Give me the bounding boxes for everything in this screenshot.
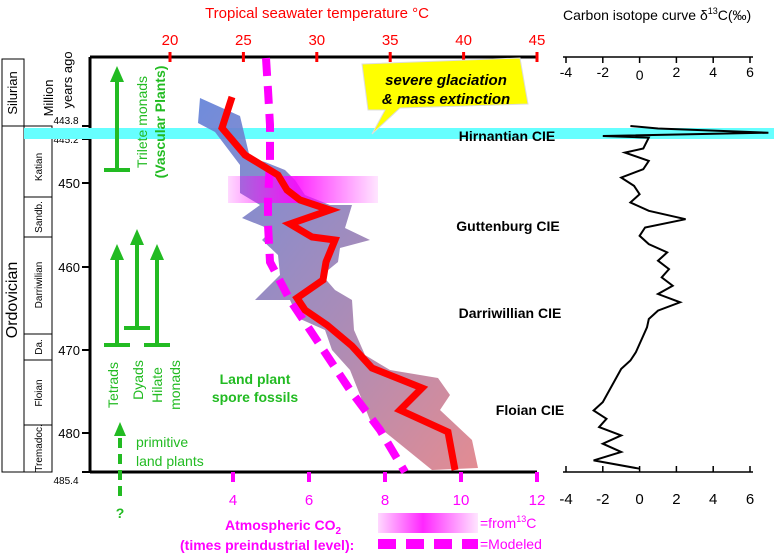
cie-hirnantian: Hirnantian CIE bbox=[459, 128, 555, 144]
carbon-bottom-tick-label: 6 bbox=[746, 491, 754, 508]
temperature-tick-label: 45 bbox=[529, 32, 546, 49]
co2-tick-label: 8 bbox=[381, 492, 389, 509]
legend-from13c-tail: C bbox=[526, 515, 536, 531]
cie-floian: Floian CIE bbox=[496, 402, 564, 418]
svg-text:=from13C: =from13C bbox=[480, 514, 536, 531]
co2-axis: 4 6 8 10 12 bbox=[229, 472, 546, 509]
spore-question: ? bbox=[116, 505, 125, 521]
callout-line1: severe glaciation bbox=[385, 72, 507, 89]
cie-darriwillian: Darriwillian CIE bbox=[459, 305, 562, 321]
spore-trilete-line2: (Vascular Plants) bbox=[152, 66, 168, 179]
temperature-line bbox=[218, 95, 459, 471]
spore-primitive-line1: primitive bbox=[136, 434, 188, 450]
temperature-tick-label: 30 bbox=[308, 32, 325, 49]
carbon-isotope-panel: Carbon isotope curve δ13C(‰) -4 -2 0 2 4 6 -4 -… bbox=[559, 6, 769, 508]
carbon-top-tick-label: 4 bbox=[709, 64, 717, 80]
carbon-title-sup: 13 bbox=[708, 6, 718, 16]
temperature-axis: Tropical seawater temperature °C 20 25 30 3… bbox=[162, 5, 546, 62]
period-silurian: Silurian bbox=[5, 71, 20, 114]
svg-text:Carbon isotope curve δ13C(‰): Carbon isotope curve δ13C(‰) bbox=[563, 6, 751, 23]
carbon-isotope-curve bbox=[591, 125, 769, 470]
spore-trilete-line1: Trilete monads bbox=[134, 76, 150, 168]
co2-tick-label: 10 bbox=[453, 492, 470, 509]
stage-darriwilian: Darriwilian bbox=[34, 262, 45, 309]
co2-tick-label: 12 bbox=[529, 492, 546, 509]
spore-tetrads: Tetrads bbox=[105, 362, 121, 408]
stage-floian: Floian bbox=[34, 379, 45, 406]
time-tick-label: 480 bbox=[58, 426, 80, 441]
stage-sandb: Sandb. bbox=[34, 201, 45, 233]
spore-land-line1: Land plant bbox=[220, 371, 291, 387]
time-tick-label: 443.8 bbox=[53, 116, 78, 127]
time-tick-label: 445.2 bbox=[53, 135, 78, 146]
time-axis-title-line1: Million bbox=[41, 80, 56, 117]
legend-from13c-swatch bbox=[378, 513, 478, 533]
spore-dyads: Dyads bbox=[130, 360, 146, 400]
carbon-bottom-tick-label: 0 bbox=[635, 491, 643, 508]
spore-fossils bbox=[104, 66, 170, 500]
stage-katian: Katian bbox=[34, 153, 45, 181]
stage-da: Da. bbox=[34, 339, 45, 355]
spore-primitive-line2: land plants bbox=[136, 453, 204, 469]
time-tick-label: 460 bbox=[58, 260, 80, 275]
legend-from13c: =from bbox=[480, 515, 516, 531]
legend-modeled: =Modeled bbox=[480, 536, 542, 552]
time-tick-label: 450 bbox=[58, 176, 80, 191]
stage-column bbox=[23, 125, 53, 473]
spore-hilate-line1: Hilate bbox=[149, 367, 165, 403]
carbon-top-tick-label: -2 bbox=[597, 64, 610, 80]
carbon-bottom-tick-label: 2 bbox=[672, 491, 680, 508]
carbon-title-tail: C(‰) bbox=[718, 7, 751, 23]
co2-legend-line2: (times preindustrial level): bbox=[180, 537, 354, 553]
time-axis: Million years ago 443.8 445.2 450 460 470 480… bbox=[1, 51, 90, 487]
co2-legend-sub: 2 bbox=[335, 526, 341, 537]
time-tick-label: 485.4 bbox=[53, 476, 78, 487]
period-ordovician: Ordovician bbox=[4, 262, 21, 338]
time-axis-title-line2: years ago bbox=[60, 51, 75, 108]
legend-from13c-sup: 13 bbox=[516, 514, 526, 524]
hirnantian-band bbox=[24, 128, 774, 139]
stage-tremadoc: Tremadoc. bbox=[34, 424, 45, 471]
carbon-bottom-tick-label: 4 bbox=[709, 491, 717, 508]
co2-modeled-line bbox=[262, 57, 409, 475]
cie-guttenburg: Guttenburg CIE bbox=[456, 218, 559, 234]
carbon-top-tick-label: 6 bbox=[746, 64, 754, 80]
carbon-top-tick-label: -4 bbox=[560, 64, 573, 80]
temperature-tick-label: 35 bbox=[382, 32, 399, 49]
temperature-tick-label: 25 bbox=[235, 32, 252, 49]
temperature-tick-label: 20 bbox=[162, 32, 179, 49]
carbon-title-main: Carbon isotope curve δ bbox=[563, 7, 708, 23]
temperature-tick-label: 40 bbox=[455, 32, 472, 49]
svg-text:Atmospheric CO2: Atmospheric CO2 bbox=[225, 517, 341, 537]
co2-tick-label: 4 bbox=[229, 492, 237, 509]
co2-legend: Atmospheric CO2 (times preindustrial lev… bbox=[180, 513, 542, 553]
carbon-bottom-tick-label: -2 bbox=[596, 491, 609, 508]
carbon-bottom-tick-label: -4 bbox=[559, 491, 572, 508]
glaciation-callout: severe glaciation & mass extinction bbox=[361, 57, 529, 135]
callout-line2: & mass extinction bbox=[382, 91, 510, 108]
co2-tick-label: 6 bbox=[305, 492, 313, 509]
carbon-top-tick-label: 0 bbox=[636, 67, 644, 83]
temperature-axis-title: Tropical seawater temperature °C bbox=[205, 5, 429, 22]
spore-land-line2: spore fossils bbox=[212, 389, 299, 405]
time-tick-label: 470 bbox=[58, 343, 80, 358]
spore-hilate-line2: monads bbox=[167, 360, 183, 410]
co2-legend-line1: Atmospheric CO bbox=[225, 517, 336, 533]
carbon-top-tick-label: 2 bbox=[673, 64, 681, 80]
